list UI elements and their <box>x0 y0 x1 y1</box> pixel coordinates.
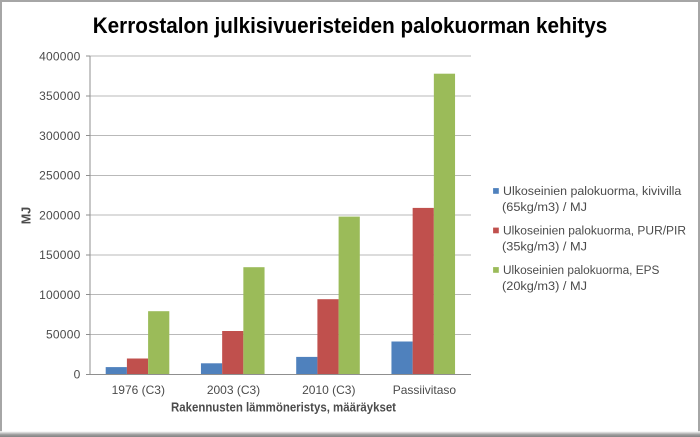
svg-text:Kerrostalon julkisivueristeide: Kerrostalon julkisivueristeiden palokuor… <box>93 13 608 38</box>
svg-text:0: 0 <box>74 368 81 382</box>
svg-text:Ulkoseinien palokuorma, EPS: Ulkoseinien palokuorma, EPS <box>503 263 659 277</box>
svg-text:100000: 100000 <box>39 288 80 302</box>
svg-text:Passiivitaso: Passiivitaso <box>393 383 457 397</box>
svg-text:2010 (C3): 2010 (C3) <box>302 383 355 397</box>
svg-text:300000: 300000 <box>39 129 80 143</box>
svg-text:250000: 250000 <box>39 169 80 183</box>
svg-text:Rakennusten lämmöneristys, mää: Rakennusten lämmöneristys, määräykset <box>171 400 397 414</box>
svg-text:400000: 400000 <box>39 49 80 63</box>
svg-text:(35kg/m3) / MJ: (35kg/m3) / MJ <box>502 240 587 254</box>
svg-text:1976 (C3): 1976 (C3) <box>112 383 165 397</box>
svg-text:(65kg/m3) / MJ: (65kg/m3) / MJ <box>502 200 587 214</box>
svg-text:200000: 200000 <box>39 208 80 222</box>
svg-text:(20kg/m3) / MJ: (20kg/m3) / MJ <box>502 279 587 293</box>
svg-text:150000: 150000 <box>39 248 80 262</box>
svg-text:2003 (C3): 2003 (C3) <box>207 383 260 397</box>
svg-text:350000: 350000 <box>39 89 80 103</box>
svg-text:Ulkoseinien palokuorma, PUR/PI: Ulkoseinien palokuorma, PUR/PIR <box>503 223 686 237</box>
svg-text:50000: 50000 <box>46 328 81 342</box>
svg-text:Ulkoseinien palokuorma, kivivi: Ulkoseinien palokuorma, kivivilla <box>503 184 682 198</box>
svg-text:MJ: MJ <box>20 207 34 224</box>
